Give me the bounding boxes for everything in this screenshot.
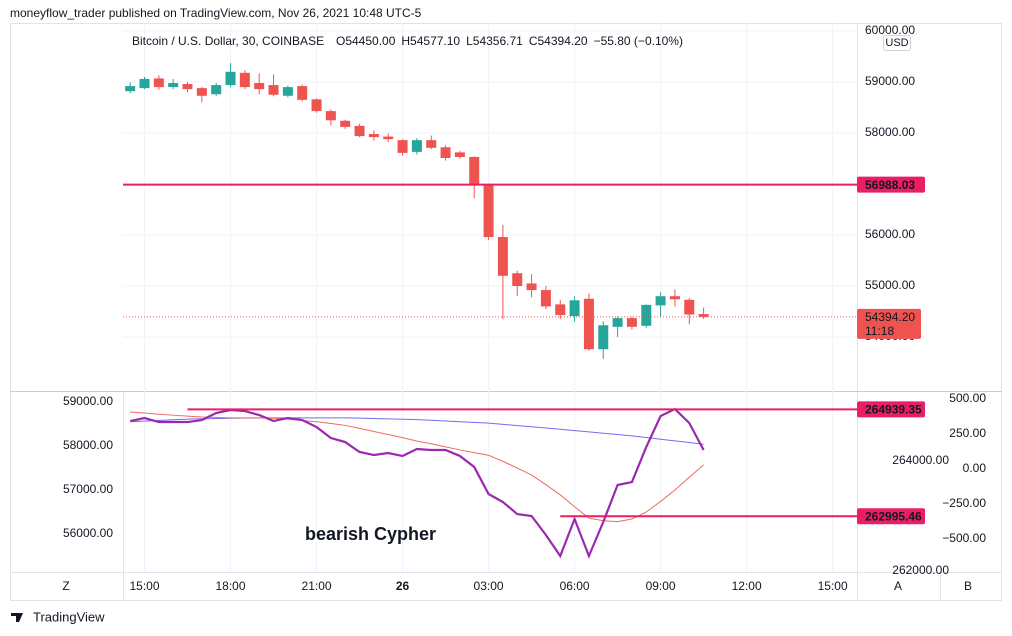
candle-body xyxy=(282,87,293,96)
candle-body xyxy=(698,314,709,317)
candle-body xyxy=(354,125,365,137)
candle-body xyxy=(526,283,537,291)
candle-body xyxy=(684,299,695,315)
hline-label-box xyxy=(857,176,925,193)
x-tick-label: 18:00 xyxy=(216,579,246,593)
candle-body xyxy=(655,296,666,306)
candle-body xyxy=(469,156,480,185)
candle-body xyxy=(196,88,207,96)
indicator-line xyxy=(130,417,704,445)
hline-label-box xyxy=(857,401,925,418)
x-tick-label: 26 xyxy=(396,579,410,593)
candle-body xyxy=(268,85,279,95)
candle-body xyxy=(297,86,308,100)
ohlc-label: −55.80 (−0.10%) xyxy=(594,34,683,48)
candle-body xyxy=(325,111,336,121)
candle-body xyxy=(139,78,150,89)
price-pane xyxy=(123,23,857,572)
publisher-line: moneyflow_trader published on TradingVie… xyxy=(10,6,422,20)
y-tick-label: 60000.00 xyxy=(865,23,915,37)
symbol-title: Bitcoin / U.S. Dollar, 30, COINBASE xyxy=(132,34,324,48)
x-tick-label: 06:00 xyxy=(560,579,590,593)
y-tick-label: 59000.00 xyxy=(865,74,915,88)
left-tick-label: 56000.00 xyxy=(63,526,113,540)
frame xyxy=(10,23,1002,601)
oscillator-tick-label: 250.00 xyxy=(949,426,986,440)
candle-body xyxy=(426,140,437,148)
last-price-box xyxy=(857,308,921,339)
oscillator-tick-label: −500.00 xyxy=(942,531,986,545)
y-tick-label: 56000.00 xyxy=(865,227,915,241)
candle-body xyxy=(540,290,551,307)
candle-body xyxy=(211,85,222,95)
candle-body xyxy=(440,147,451,158)
y-tick-label: 58000.00 xyxy=(865,125,915,139)
indicator-line xyxy=(129,407,705,559)
oscillator-tick-label: 0.00 xyxy=(963,461,987,475)
candle-body xyxy=(612,318,623,327)
ohlc-label: O54450.00 xyxy=(336,34,396,48)
x-tick-label: 09:00 xyxy=(646,579,676,593)
oscillator-tick-label: 500.00 xyxy=(949,391,986,405)
brand: TradingView xyxy=(33,609,105,624)
hline-label: 56988.03 xyxy=(865,178,915,192)
countdown: 11:18 xyxy=(865,324,894,338)
candle-body xyxy=(368,134,379,138)
button-z[interactable]: Z xyxy=(62,579,69,593)
candle-body xyxy=(397,140,408,153)
candle-body xyxy=(383,136,394,140)
candle-body xyxy=(454,152,465,157)
candle-body xyxy=(669,296,680,300)
ohlc-label: C54394.20 xyxy=(529,34,588,48)
currency-box xyxy=(883,35,911,51)
candle-body xyxy=(598,325,609,350)
indicator-line xyxy=(130,411,704,523)
candle-body xyxy=(512,273,523,287)
x-tick-label: 15:00 xyxy=(818,579,848,593)
candle-body xyxy=(626,318,637,327)
left-tick-label: 58000.00 xyxy=(63,438,113,452)
tradingview-logo: TradingView xyxy=(11,609,105,624)
y-tick-label: 55000.00 xyxy=(865,278,915,292)
candle-body xyxy=(497,237,508,276)
hline-label: 262995.46 xyxy=(865,509,922,523)
candle-body xyxy=(311,99,322,112)
ohlc-label: L54356.71 xyxy=(466,34,523,48)
candle-body xyxy=(583,298,594,350)
currency: USD xyxy=(885,37,908,49)
candle-body xyxy=(168,83,179,88)
button-a[interactable]: A xyxy=(894,579,902,593)
candle-body xyxy=(555,304,566,316)
candle-body xyxy=(483,184,494,238)
left-tick-label: 57000.00 xyxy=(63,482,113,496)
annotation: bearish Cypher xyxy=(305,524,436,544)
oscillator-tick-label: −250.00 xyxy=(942,496,986,510)
button-b[interactable]: B xyxy=(964,579,972,593)
left-tick-label: 59000.00 xyxy=(63,394,113,408)
candle-body xyxy=(641,304,652,326)
hline-label: 264939.35 xyxy=(865,403,922,417)
candle-body xyxy=(153,78,164,88)
last-price-label: 54394.20 xyxy=(865,310,915,324)
x-tick-label: 12:00 xyxy=(732,579,762,593)
x-tick-label: 03:00 xyxy=(474,579,504,593)
right-tick-label: 264000.00 xyxy=(892,453,949,467)
ohlc-label: H54577.10 xyxy=(401,34,460,48)
candle-body xyxy=(569,300,580,317)
candle-body xyxy=(182,84,193,90)
candle-body xyxy=(254,83,265,90)
candle-body xyxy=(340,120,351,127)
right-tick-label: 262000.00 xyxy=(892,563,949,577)
candle-body xyxy=(225,71,236,86)
candle-body xyxy=(239,72,250,88)
candle-body xyxy=(411,140,422,152)
candle-body xyxy=(125,86,136,92)
x-tick-label: 21:00 xyxy=(302,579,332,593)
hline-label-box xyxy=(857,508,925,525)
x-tick-label: 15:00 xyxy=(129,579,159,593)
